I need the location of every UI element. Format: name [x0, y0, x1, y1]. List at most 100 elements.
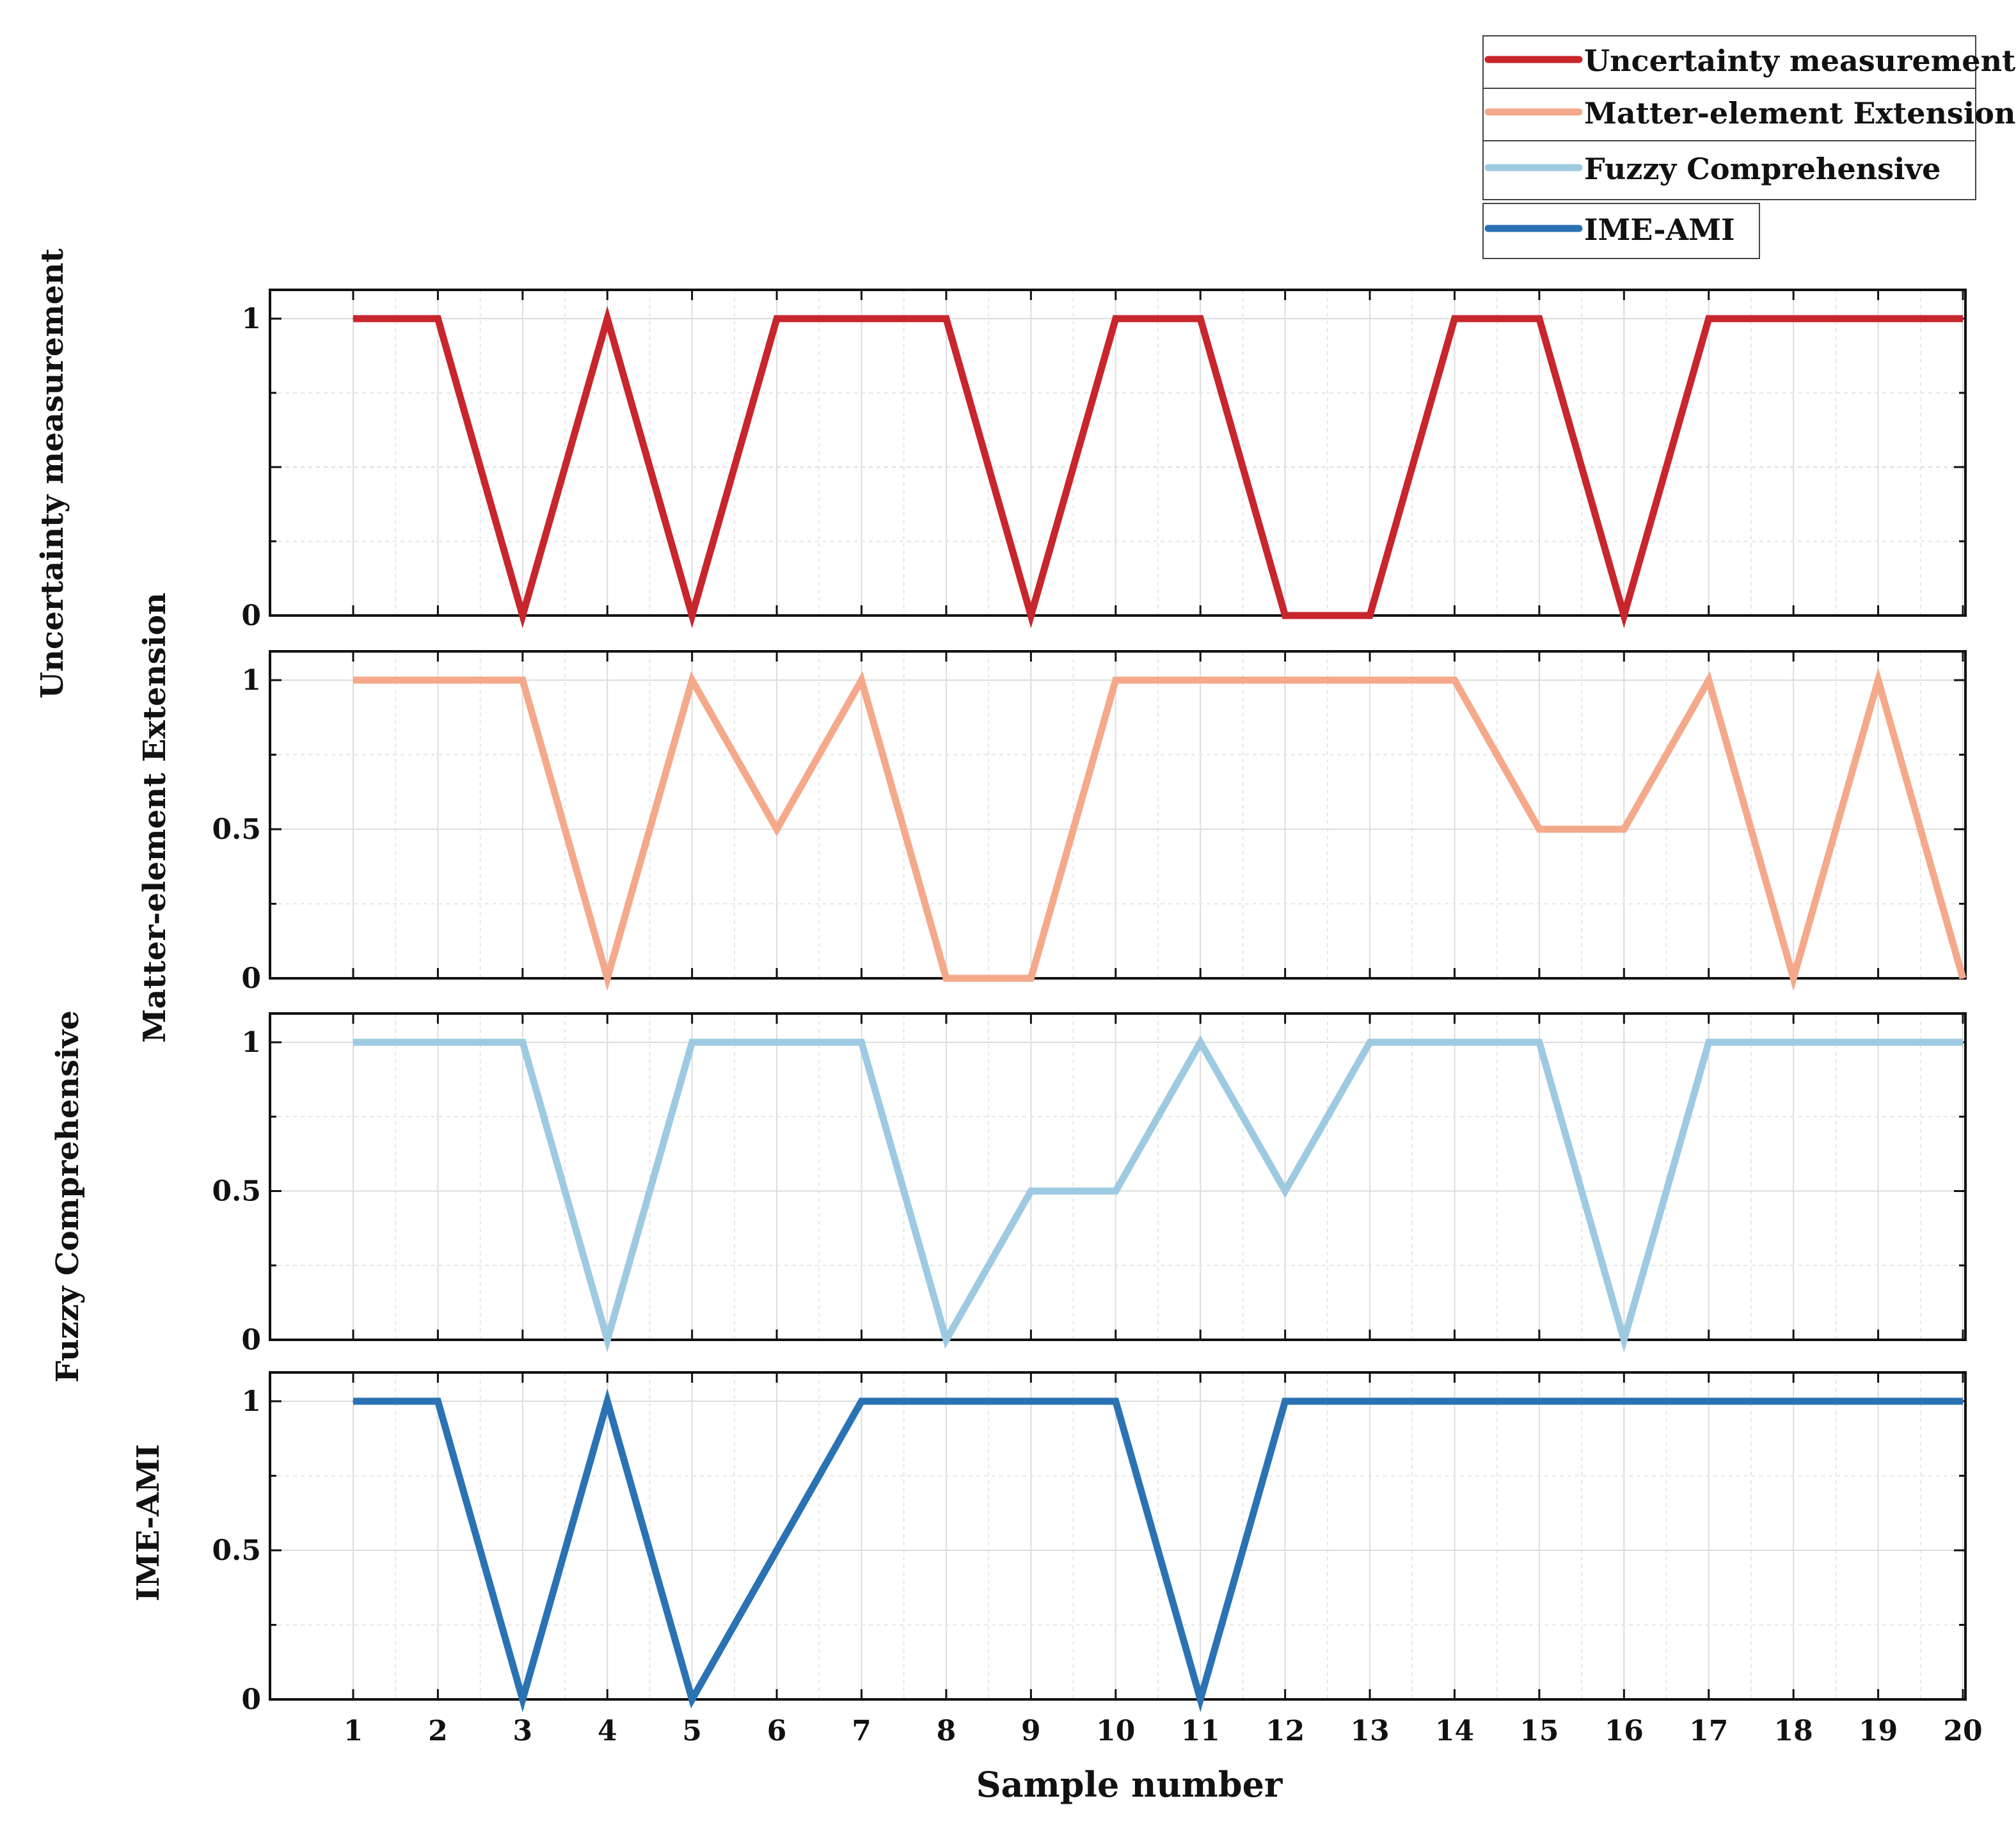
- data-point: [945, 978, 947, 979]
- legend-entry: IME-AMI: [1482, 203, 1760, 259]
- y-tick-label: 0: [241, 1324, 261, 1356]
- data-point: [1538, 1042, 1540, 1043]
- data-point: [1454, 1401, 1456, 1402]
- data-point: [1454, 1042, 1456, 1043]
- data-point: [1284, 680, 1286, 681]
- x-tick-label: 6: [767, 1715, 787, 1747]
- data-point: [1030, 615, 1032, 616]
- data-point: [1877, 1401, 1879, 1402]
- data-point: [1962, 978, 1964, 979]
- data-point: [1708, 680, 1710, 681]
- data-point: [776, 1550, 778, 1551]
- y-axis-title-2: Matter-element Extension: [137, 592, 173, 1043]
- y-tick-label: 0: [241, 600, 261, 632]
- data-point: [1200, 680, 1202, 681]
- data-point: [353, 1401, 354, 1402]
- x-tick-label: 15: [1520, 1715, 1559, 1747]
- y-tick-label: 0.5: [212, 813, 261, 846]
- x-tick-label: 14: [1435, 1715, 1474, 1747]
- data-point: [1115, 680, 1116, 681]
- data-point: [1793, 978, 1795, 979]
- x-tick-label: 20: [1943, 1715, 1982, 1747]
- data-point: [607, 318, 608, 319]
- panel-2: 10.50: [212, 650, 1967, 995]
- y-axis-titles: Uncertainty measurement Matter-element Ex…: [35, 248, 173, 1602]
- x-tick-label: 13: [1350, 1715, 1389, 1747]
- data-point: [861, 1401, 862, 1402]
- legend-entry: Fuzzy Comprehensive: [1482, 140, 1976, 200]
- x-tick-label: 2: [428, 1715, 448, 1747]
- data-point: [1877, 318, 1879, 319]
- panel-3: 10.50: [212, 1012, 1967, 1356]
- data-point: [437, 318, 439, 319]
- data-point: [353, 680, 354, 681]
- data-point: [1877, 1042, 1879, 1043]
- data-point: [437, 1042, 439, 1043]
- data-point: [1284, 1190, 1286, 1192]
- data-point: [1538, 1401, 1540, 1402]
- series-line-3: [353, 1035, 1963, 1353]
- data-point: [1962, 318, 1964, 319]
- data-point: [776, 318, 778, 319]
- data-point: [1793, 1401, 1795, 1402]
- data-point: [861, 1042, 862, 1043]
- panel-frame: [269, 1012, 1967, 1341]
- x-tick-label: 1: [344, 1715, 363, 1747]
- panel-4: 10.50: [212, 1371, 1967, 1716]
- legend-label: Uncertainty measurement: [1584, 44, 2016, 78]
- data-point: [353, 1042, 354, 1043]
- legend-label: IME-AMI: [1584, 212, 1735, 247]
- data-point: [607, 1339, 608, 1340]
- data-point: [691, 1699, 693, 1700]
- data-point: [607, 978, 608, 979]
- y-tick-label: 1: [241, 303, 261, 335]
- data-point: [521, 1699, 523, 1700]
- legend: Uncertainty measurement Matter-element Ex…: [1482, 35, 2016, 259]
- legend-label: Fuzzy Comprehensive: [1584, 152, 1941, 186]
- data-point: [1962, 1401, 1964, 1402]
- data-point: [1030, 1190, 1032, 1192]
- data-point: [437, 680, 439, 681]
- data-point: [1538, 829, 1540, 830]
- data-point: [691, 615, 693, 616]
- data-point: [776, 1042, 778, 1043]
- data-point: [1369, 1042, 1371, 1043]
- x-tick-label: 8: [937, 1715, 956, 1747]
- data-point: [1793, 1042, 1795, 1043]
- data-point: [1284, 615, 1286, 616]
- x-axis: 1 2 3 4 5 6 7 8 9 10 11 12 13 14 15 16 17 18 19 20: [344, 1715, 1983, 1747]
- x-tick-label: 3: [513, 1715, 533, 1747]
- data-point: [1284, 1401, 1286, 1402]
- data-point: [1623, 1401, 1625, 1402]
- x-tick-label: 7: [852, 1715, 871, 1747]
- y-tick-label: 0: [241, 1683, 261, 1716]
- data-point: [1369, 680, 1371, 681]
- data-point: [1115, 1401, 1116, 1402]
- x-tick-label: 19: [1859, 1715, 1898, 1747]
- data-point: [945, 1401, 947, 1402]
- x-tick-label: 18: [1774, 1715, 1813, 1747]
- y-axis-title-1: Uncertainty measurement: [35, 248, 70, 699]
- data-point: [1115, 318, 1116, 319]
- data-point: [1793, 318, 1795, 319]
- data-point: [1623, 1339, 1625, 1340]
- data-point: [1454, 680, 1456, 681]
- y-tick-label: 0.5: [212, 1175, 261, 1208]
- x-tick-label: 4: [598, 1715, 617, 1747]
- x-axis-title: Sample number: [976, 1764, 1283, 1805]
- x-tick-label: 11: [1181, 1715, 1220, 1747]
- data-point: [521, 615, 523, 616]
- data-point: [776, 829, 778, 830]
- data-point: [1538, 318, 1540, 319]
- y-tick-label: 1: [241, 1385, 261, 1418]
- data-point: [1030, 978, 1032, 979]
- x-tick-label: 5: [682, 1715, 702, 1747]
- legend-entry: Matter-element Extension: [1482, 88, 2015, 141]
- data-point: [1200, 1699, 1202, 1700]
- data-point: [521, 1042, 523, 1043]
- data-point: [1200, 1042, 1202, 1043]
- data-point: [1877, 680, 1879, 681]
- data-point: [1623, 829, 1625, 830]
